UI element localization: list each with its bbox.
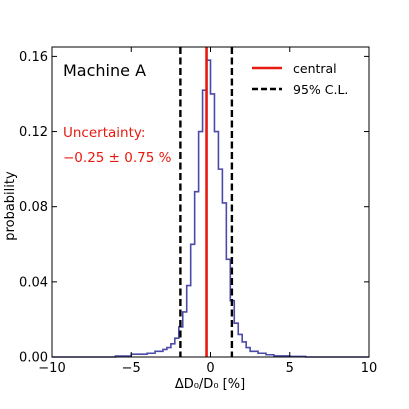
x-tick-label: 0 <box>206 361 214 376</box>
legend-central-label: central <box>293 61 337 76</box>
y-tick-label: 0.16 <box>19 50 48 65</box>
legend-cl-label: 95% C.L. <box>293 82 348 97</box>
uncertainty-value: −0.25 ± 0.75 % <box>63 150 172 166</box>
y-tick-label: 0.12 <box>19 125 48 140</box>
y-tick-label: 0.00 <box>19 351 48 366</box>
x-tick-label: −5 <box>122 361 141 376</box>
uncertainty-label: Uncertainty: <box>63 125 145 141</box>
y-tick-label: 0.08 <box>19 200 48 215</box>
x-axis-label: ΔD₀/D₀ [%] <box>175 377 245 392</box>
histogram-series-line <box>52 59 369 358</box>
machine-annotation: Machine A <box>63 61 146 80</box>
legend: central 95% C.L. <box>252 61 348 97</box>
x-tick-label: 5 <box>286 361 294 376</box>
y-tick-label: 0.04 <box>19 275 48 290</box>
x-tick-label: 10 <box>361 361 378 376</box>
x-tick-label: −10 <box>38 361 65 376</box>
y-axis-label: probability <box>3 171 18 241</box>
